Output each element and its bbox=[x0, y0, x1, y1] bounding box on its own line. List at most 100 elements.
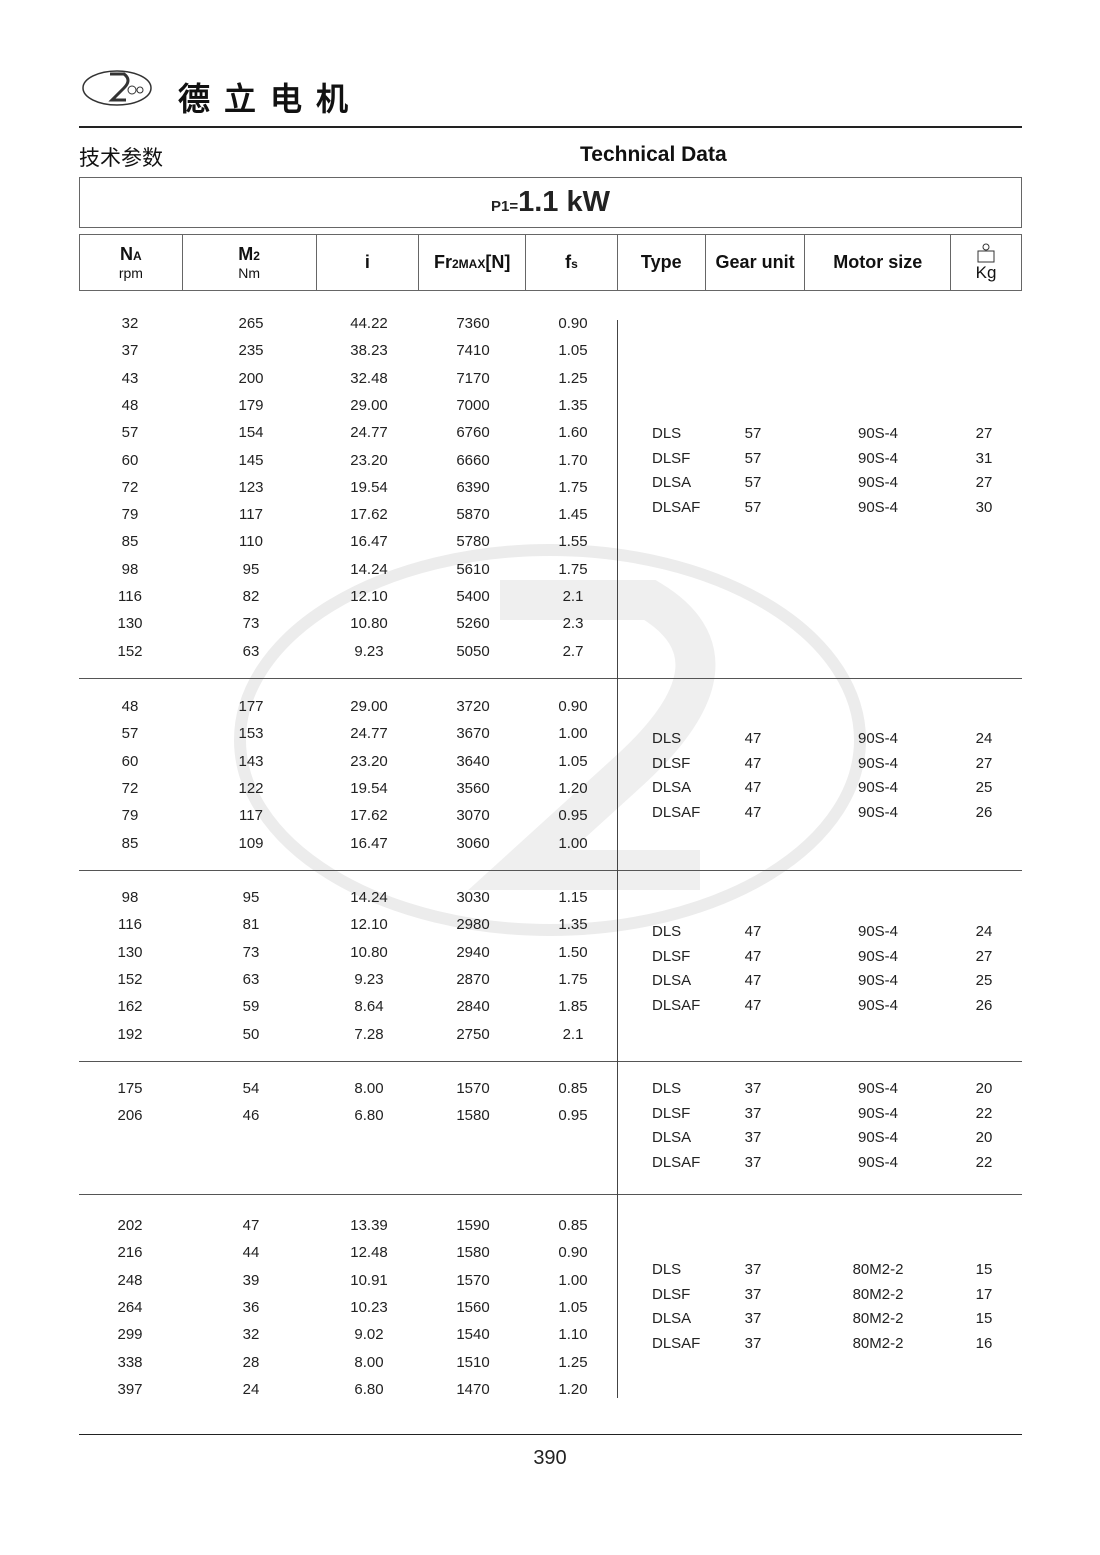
cell-weight: 27 bbox=[975, 425, 993, 442]
cell-gear-unit: 47 bbox=[744, 754, 762, 772]
cell-motor-size: 80M2-2 bbox=[852, 1261, 904, 1278]
cell-fs: 2.1 bbox=[562, 588, 584, 605]
cell-fs: 1.00 bbox=[558, 725, 588, 743]
cell-type: DLSF bbox=[652, 754, 691, 772]
cell-motor-size: 90S-4 bbox=[857, 923, 899, 940]
cell-fs: 1.35 bbox=[558, 916, 588, 934]
cell-fs: 1.00 bbox=[558, 834, 588, 852]
cell-i: 23.20 bbox=[350, 451, 388, 469]
cell-gear-unit: 37 bbox=[744, 1153, 762, 1171]
cell-m2: 117 bbox=[239, 807, 263, 825]
cell-fs: 1.85 bbox=[558, 998, 588, 1016]
cell-na: 60 bbox=[121, 451, 139, 469]
cell-fr2max: 5780 bbox=[456, 533, 490, 551]
cell-gear-unit: 37 bbox=[744, 1334, 762, 1352]
cell-na: 206 bbox=[117, 1107, 143, 1125]
cell-weight: 27 bbox=[975, 754, 993, 772]
col-fr2max: Fr2MAX[N] bbox=[419, 235, 527, 290]
cell-i: 24.77 bbox=[350, 424, 388, 442]
cell-i: 14.24 bbox=[350, 889, 388, 906]
cell-i: 8.00 bbox=[354, 1353, 384, 1371]
cell-na: 37 bbox=[121, 342, 139, 360]
cell-i: 16.47 bbox=[350, 533, 388, 551]
cell-fs: 1.15 bbox=[558, 889, 588, 906]
cell-i: 13.39 bbox=[350, 1217, 388, 1234]
cell-m2: 50 bbox=[242, 1025, 260, 1043]
cell-na: 264 bbox=[117, 1298, 143, 1316]
cell-fr2max: 6390 bbox=[456, 478, 490, 496]
cell-m2: 154 bbox=[238, 424, 264, 442]
cell-fs: 2.3 bbox=[562, 615, 584, 633]
cell-i: 14.24 bbox=[350, 560, 388, 578]
cell-fs: 0.85 bbox=[558, 1217, 588, 1234]
cell-na: 130 bbox=[117, 615, 143, 633]
cell-m2: 63 bbox=[242, 642, 260, 660]
cell-motor-size: 90S-4 bbox=[857, 449, 899, 467]
cell-m2: 179 bbox=[238, 396, 264, 414]
cell-na: 162 bbox=[117, 998, 143, 1016]
cell-i: 12.10 bbox=[350, 588, 388, 605]
cell-type: DLSAF bbox=[652, 1153, 701, 1171]
cell-gear-unit: 47 bbox=[744, 923, 762, 940]
cell-fs: 0.95 bbox=[558, 1107, 588, 1125]
cell-na: 72 bbox=[121, 779, 139, 797]
cell-fs: 1.00 bbox=[558, 1271, 588, 1289]
cell-fs: 1.05 bbox=[558, 752, 588, 770]
cell-i: 9.23 bbox=[354, 970, 384, 988]
cell-gear-unit: 37 bbox=[744, 1129, 762, 1147]
cell-m2: 73 bbox=[242, 615, 260, 633]
heading-en: Technical Data bbox=[580, 143, 727, 166]
cell-fs: 1.35 bbox=[558, 396, 588, 414]
cell-i: 24.77 bbox=[350, 725, 388, 743]
cell-type: DLSAF bbox=[652, 1334, 701, 1352]
cell-motor-size: 90S-4 bbox=[857, 947, 899, 965]
cell-fr2max: 2870 bbox=[456, 970, 490, 988]
cell-fs: 1.20 bbox=[558, 779, 588, 797]
cell-gear-unit: 37 bbox=[744, 1310, 762, 1328]
cell-type: DLSA bbox=[652, 1310, 692, 1328]
cell-fr2max: 1560 bbox=[456, 1298, 490, 1316]
cell-fr2max: 1590 bbox=[456, 1217, 490, 1234]
cell-i: 9.23 bbox=[354, 642, 384, 660]
cell-weight: 15 bbox=[975, 1261, 993, 1278]
cell-i: 32.48 bbox=[350, 369, 388, 387]
cell-gear-unit: 47 bbox=[744, 779, 762, 797]
cell-fs: 1.50 bbox=[558, 943, 588, 961]
cell-i: 6.80 bbox=[354, 1107, 384, 1125]
cell-fr2max: 7410 bbox=[456, 342, 490, 360]
cell-gear-unit: 37 bbox=[744, 1285, 762, 1303]
cell-weight: 22 bbox=[975, 1153, 993, 1171]
cell-gear-unit: 37 bbox=[744, 1261, 762, 1278]
cell-weight: 31 bbox=[975, 449, 993, 467]
power-value: =1.1 kW bbox=[518, 186, 610, 218]
cell-fr2max: 1510 bbox=[456, 1353, 490, 1371]
cell-weight: 15 bbox=[975, 1310, 993, 1328]
header-divider bbox=[79, 126, 1022, 128]
cell-i: 19.54 bbox=[350, 779, 388, 797]
cell-motor-size: 90S-4 bbox=[857, 730, 899, 747]
cell-na: 72 bbox=[121, 478, 139, 496]
group-divider bbox=[79, 1061, 1022, 1062]
cell-m2: 82 bbox=[242, 588, 260, 605]
cell-type: DLSAF bbox=[652, 498, 701, 516]
cell-fr2max: 1570 bbox=[456, 1080, 490, 1097]
cell-fs: 1.05 bbox=[558, 342, 588, 360]
cell-m2: 122 bbox=[238, 779, 264, 797]
cell-weight: 25 bbox=[975, 972, 993, 990]
cell-type: DLS bbox=[652, 730, 682, 747]
page-number: 390 bbox=[533, 1447, 567, 1469]
cell-type: DLSF bbox=[652, 1285, 691, 1303]
cell-motor-size: 90S-4 bbox=[857, 803, 899, 821]
cell-m2: 39 bbox=[242, 1271, 260, 1289]
cell-weight: 27 bbox=[975, 947, 993, 965]
cell-na: 248 bbox=[117, 1271, 143, 1289]
cell-fr2max: 5050 bbox=[456, 642, 490, 660]
cell-weight: 22 bbox=[975, 1104, 993, 1122]
cell-fr2max: 2980 bbox=[456, 916, 490, 934]
cell-i: 6.80 bbox=[354, 1380, 384, 1398]
watermark-logo bbox=[234, 544, 866, 936]
cell-fr2max: 2840 bbox=[456, 998, 490, 1016]
cell-fs: 1.60 bbox=[558, 424, 588, 442]
cell-i: 16.47 bbox=[350, 834, 388, 852]
cell-m2: 123 bbox=[238, 478, 264, 496]
